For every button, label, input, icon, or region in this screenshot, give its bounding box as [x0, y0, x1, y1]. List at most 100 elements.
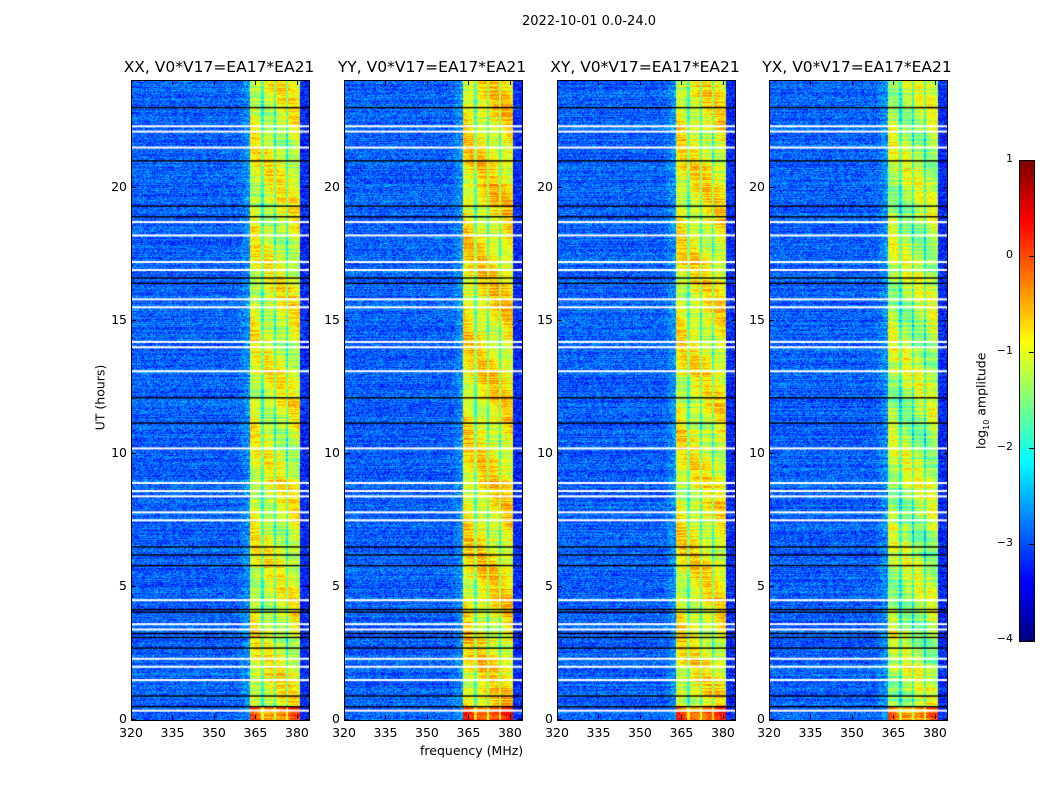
y-tick	[345, 585, 349, 587]
colorbar-tick-label: 1	[1006, 152, 1013, 165]
colorbar-tick	[1029, 352, 1034, 353]
x-tick	[769, 81, 770, 85]
x-tick	[681, 81, 683, 85]
heatmap-image	[558, 81, 735, 720]
x-tick	[557, 81, 558, 85]
heatmap-panel	[557, 80, 736, 721]
panel-title: XY, V0*V17=EA17*EA21	[550, 58, 740, 76]
y-tick	[731, 319, 735, 321]
y-tick-label: 15	[324, 311, 340, 327]
y-tick-label: 10	[111, 444, 127, 460]
x-tick	[296, 81, 298, 85]
x-tick-label: 335	[798, 725, 823, 740]
colorbar-tick-label: −3	[996, 536, 1013, 549]
x-tick-label: 320	[757, 725, 781, 740]
x-tick-label: 380	[498, 725, 522, 740]
colorbar-tick-label: −4	[996, 632, 1013, 645]
heatmap-image	[770, 81, 947, 720]
colorbar-tick	[1029, 544, 1034, 545]
x-tick-label: 335	[586, 725, 611, 740]
y-tick-label: 15	[537, 311, 553, 327]
x-tick-label: 335	[373, 725, 398, 740]
x-tick-label: 335	[160, 725, 185, 740]
panel-title: YY, V0*V17=EA17*EA21	[337, 58, 527, 76]
x-tick	[468, 81, 470, 85]
y-tick	[558, 452, 562, 454]
y-tick-label: 20	[537, 178, 553, 194]
y-tick-label: 15	[749, 311, 765, 327]
x-tick	[426, 715, 428, 719]
y-tick	[132, 585, 136, 587]
y-tick	[345, 452, 349, 454]
y-tick	[770, 585, 774, 587]
y-tick-label: 15	[111, 311, 127, 327]
x-tick	[722, 81, 724, 85]
x-tick-label: 320	[545, 725, 569, 740]
x-tick	[639, 81, 641, 85]
y-tick-label: 0	[545, 711, 553, 726]
x-tick	[385, 81, 387, 85]
y-tick	[518, 719, 522, 720]
panel-title: XX, V0*V17=EA17*EA21	[123, 58, 315, 76]
x-tick	[810, 715, 812, 719]
x-tick	[296, 715, 298, 719]
x-tick	[426, 81, 428, 85]
x-tick-label: 380	[711, 725, 735, 740]
heatmap-panel	[769, 80, 948, 721]
y-tick	[558, 186, 562, 188]
x-tick	[851, 715, 853, 719]
x-tick	[810, 81, 812, 85]
colorbar-tick	[1029, 256, 1034, 257]
colorbar-tick	[1029, 448, 1034, 449]
y-tick	[558, 719, 562, 720]
y-tick	[770, 186, 774, 188]
x-tick-label: 320	[332, 725, 356, 740]
heatmap-image	[345, 81, 522, 720]
y-tick	[770, 319, 774, 321]
x-tick	[344, 715, 345, 719]
y-tick	[943, 319, 947, 321]
x-tick-label: 365	[881, 725, 906, 740]
y-tick	[305, 585, 309, 587]
colorbar-tick-label: −1	[996, 344, 1013, 357]
y-tick	[132, 186, 136, 188]
y-tick-label: 5	[332, 577, 340, 593]
x-tick	[255, 81, 257, 85]
x-tick	[172, 715, 174, 719]
y-tick	[943, 719, 947, 720]
y-tick	[305, 186, 309, 188]
y-tick	[518, 186, 522, 188]
x-tick-label: 365	[669, 725, 694, 740]
x-tick	[598, 81, 600, 85]
x-tick	[557, 715, 558, 719]
x-tick	[851, 81, 853, 85]
y-tick	[305, 719, 309, 720]
heatmap-panel	[131, 80, 310, 721]
figure-title: 2022-10-01 0.0-24.0	[522, 14, 656, 29]
y-tick	[731, 585, 735, 587]
x-tick	[934, 81, 936, 85]
colorbar	[1019, 160, 1035, 642]
y-tick-label: 0	[757, 711, 765, 726]
colorbar-tick-label: −2	[996, 440, 1013, 453]
y-tick	[518, 585, 522, 587]
y-tick-label: 20	[749, 178, 765, 194]
y-tick	[518, 319, 522, 321]
x-tick	[255, 715, 257, 719]
y-tick	[943, 452, 947, 454]
y-tick	[345, 186, 349, 188]
y-tick-label: 10	[324, 444, 340, 460]
y-tick	[518, 452, 522, 454]
x-tick	[934, 715, 936, 719]
x-tick	[344, 81, 345, 85]
heatmap-image	[132, 81, 309, 720]
x-tick-label: 365	[243, 725, 268, 740]
x-tick-label: 320	[119, 725, 143, 740]
x-tick	[893, 81, 895, 85]
x-tick-label: 350	[202, 725, 226, 740]
y-tick	[132, 452, 136, 454]
y-tick-label: 5	[119, 577, 127, 593]
y-tick-label: 10	[537, 444, 553, 460]
x-tick-label: 350	[415, 725, 439, 740]
y-tick	[558, 319, 562, 321]
